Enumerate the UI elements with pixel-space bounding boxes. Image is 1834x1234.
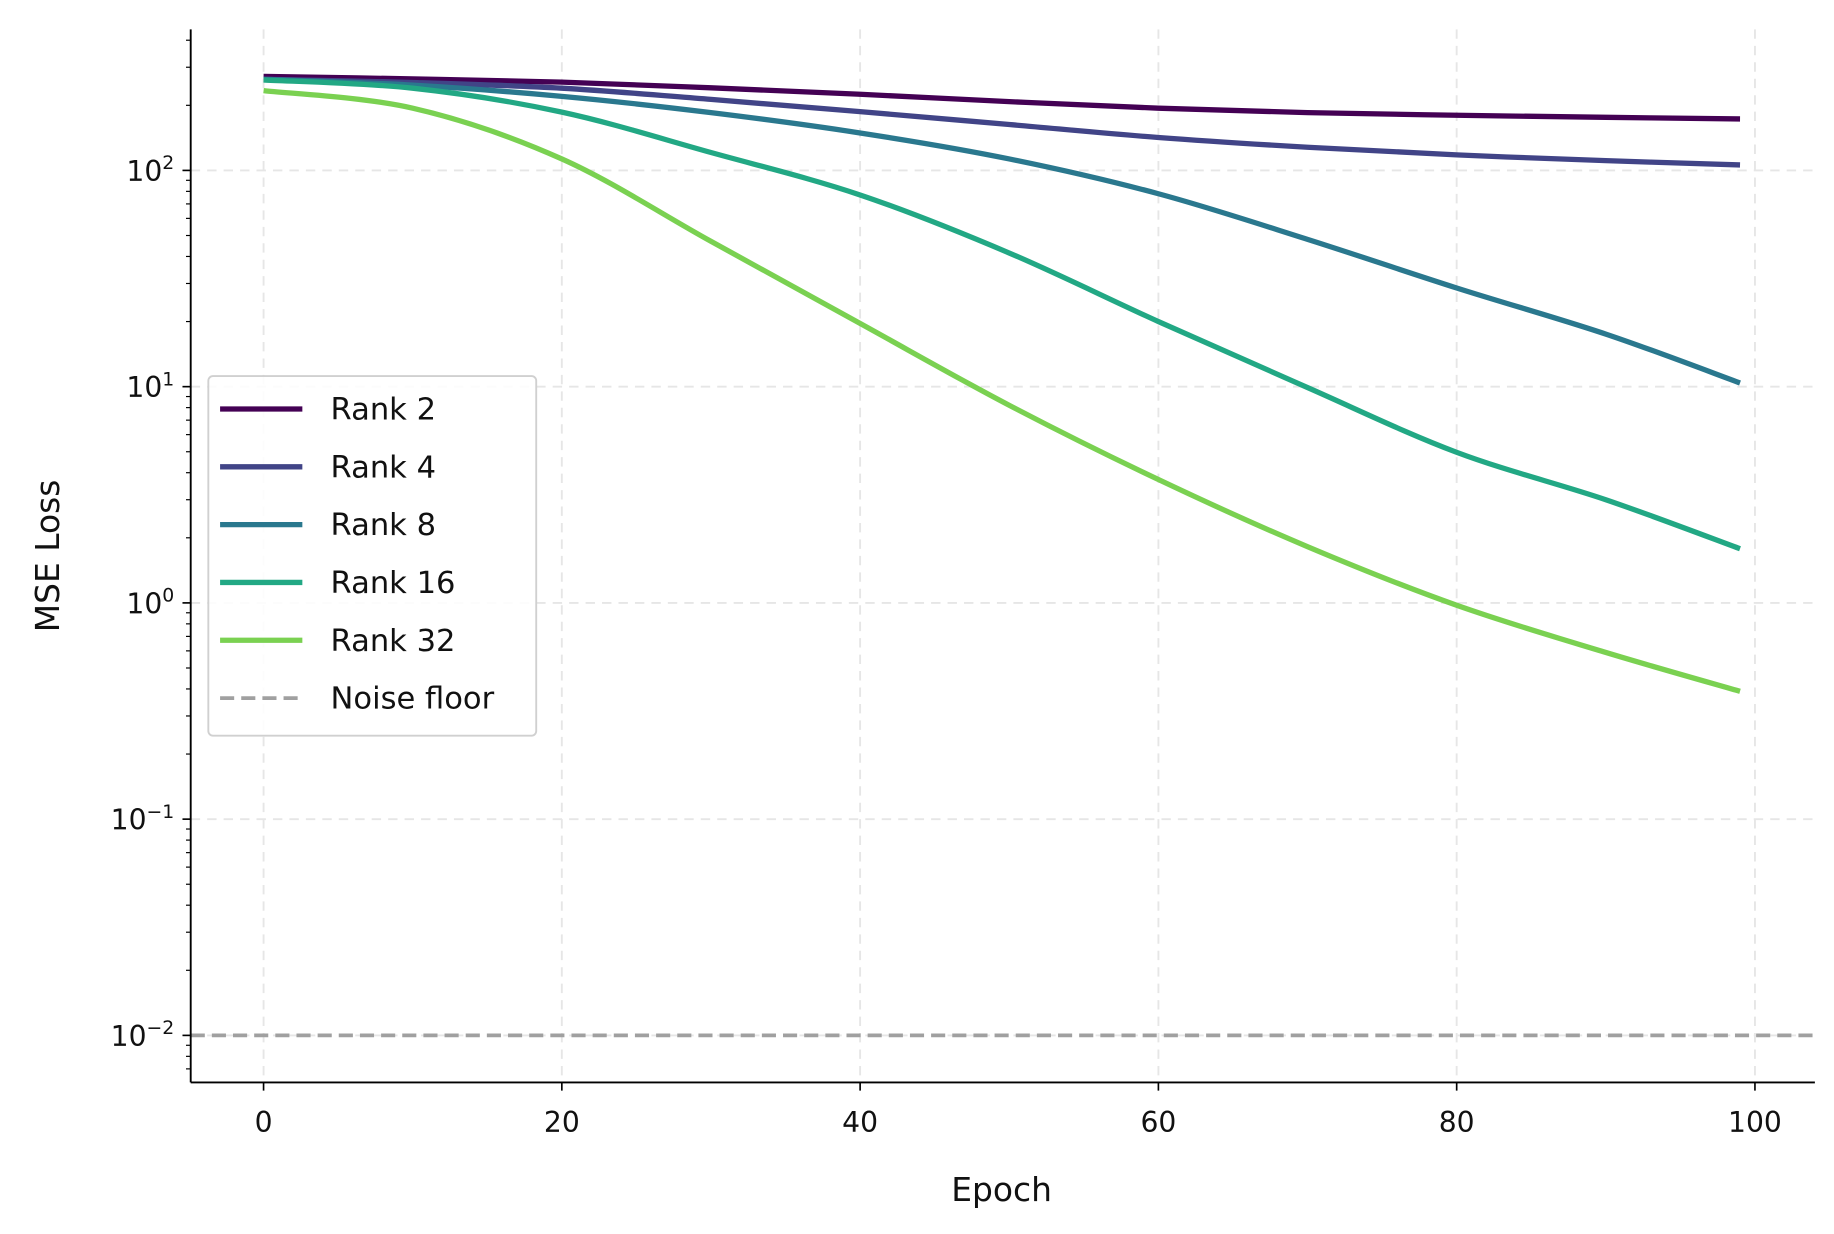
- legend: Rank 2 Rank 4 Rank 8 Rank 16 Rank 32 Noise fl…: [207, 375, 538, 737]
- y-axis-label: MSE Loss: [28, 480, 67, 633]
- y-tick-label: 10−1: [111, 802, 175, 837]
- plot-area: [190, 73, 1815, 1038]
- series-line-rank-16: [263, 77, 1741, 552]
- series-line-rank-4: [263, 76, 1741, 168]
- y-tick-label: 101: [126, 369, 174, 404]
- x-tick-label: 0: [255, 1106, 273, 1139]
- x-axis-label: Epoch: [951, 1170, 1052, 1209]
- y-tick-label: 10−2: [111, 1018, 175, 1053]
- series-line-rank-2: [263, 73, 1741, 122]
- y-tick-label: 100: [126, 586, 174, 621]
- axes: [189, 29, 1815, 1084]
- x-tick-label: 80: [1439, 1106, 1475, 1139]
- legend-label: Rank 16: [331, 566, 456, 601]
- y-ticks: 10−2 10−1 100 101 102: [111, 39, 191, 1070]
- legend-label: Noise floor: [331, 682, 495, 717]
- x-ticks: 0 20 40 60 80 100: [255, 1082, 1782, 1139]
- x-tick-label: 60: [1140, 1106, 1176, 1139]
- legend-label: Rank 8: [331, 508, 436, 543]
- x-tick-label: 100: [1728, 1106, 1782, 1139]
- series-line-rank-8: [263, 76, 1741, 386]
- x-tick-label: 40: [842, 1106, 878, 1139]
- x-tick-label: 20: [544, 1106, 580, 1139]
- y-tick-label: 102: [126, 153, 174, 188]
- legend-label: Rank 32: [331, 624, 456, 659]
- series-line-rank-32: [263, 87, 1741, 694]
- legend-label: Rank 4: [331, 450, 436, 485]
- legend-label: Rank 2: [331, 393, 436, 428]
